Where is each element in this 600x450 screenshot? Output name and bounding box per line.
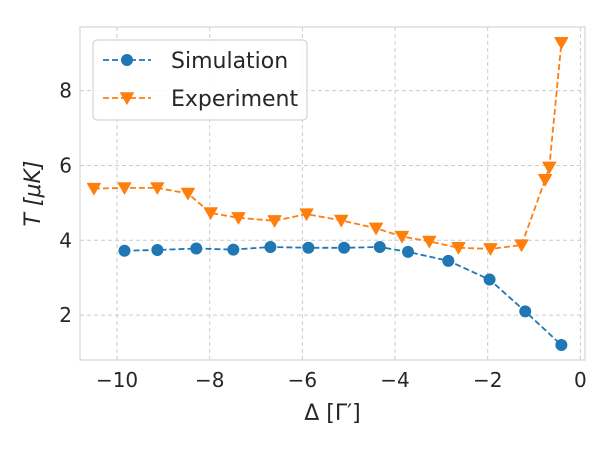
y-tick-label: 8 <box>59 79 72 103</box>
data-point-experiment <box>86 182 101 196</box>
legend-entry-experiment: Experiment <box>103 87 298 112</box>
x-tick-label: −2 <box>473 368 502 392</box>
x-tick-label: −6 <box>288 368 317 392</box>
x-axis-label: Δ [Γ′] <box>304 401 360 426</box>
data-point-experiment <box>267 215 282 228</box>
tick-labels: −10 −8 −6 −4 −2 0 2 4 6 8 <box>59 79 586 392</box>
data-point-experiment <box>150 182 165 195</box>
data-point-simulation <box>338 241 351 254</box>
y-axis-label: T [μK] <box>21 160 46 226</box>
data-point-simulation <box>190 242 203 255</box>
data-point-experiment <box>514 239 529 252</box>
series-line-experiment <box>93 42 563 250</box>
y-tick-label: 6 <box>59 153 72 177</box>
series-experiment <box>86 37 569 256</box>
plot-area <box>79 26 586 361</box>
data-point-experiment <box>117 182 132 195</box>
data-point-simulation <box>373 241 386 254</box>
x-tick-label: −10 <box>96 368 138 392</box>
x-tick-label: −8 <box>195 368 224 392</box>
data-point-simulation <box>118 244 131 257</box>
data-point-experiment <box>203 207 218 220</box>
legend-label: Experiment <box>171 87 298 112</box>
data-point-experiment <box>542 161 557 174</box>
data-point-experiment <box>299 208 314 221</box>
data-point-experiment <box>369 222 384 235</box>
data-point-experiment <box>422 235 437 249</box>
data-point-experiment <box>334 214 349 228</box>
data-point-simulation <box>402 245 415 258</box>
data-point-simulation <box>151 243 164 256</box>
data-point-experiment <box>231 212 246 225</box>
legend-marker <box>120 92 134 105</box>
data-point-experiment <box>554 37 569 50</box>
data-point-experiment <box>180 187 195 201</box>
data-point-simulation <box>302 241 315 254</box>
data-point-simulation <box>519 305 532 318</box>
y-tick-label: 2 <box>59 303 72 327</box>
data-point-simulation <box>442 254 455 267</box>
data-point-experiment <box>483 243 498 256</box>
x-tick-label: 0 <box>574 368 587 392</box>
data-point-experiment <box>538 173 553 187</box>
legend-marker <box>121 54 133 66</box>
x-tick-label: −4 <box>380 368 409 392</box>
legend-label: Simulation <box>171 49 288 74</box>
data-point-experiment <box>394 230 409 244</box>
data-point-experiment <box>451 242 466 255</box>
data-point-simulation <box>483 273 496 286</box>
series-simulation <box>118 241 568 352</box>
data-point-simulation <box>555 339 568 352</box>
legend-entries: Simulation Experiment <box>103 49 298 112</box>
data-point-simulation <box>264 241 277 254</box>
y-tick-label: 4 <box>59 228 72 252</box>
legend-entry-simulation: Simulation <box>103 49 288 74</box>
legend: Simulation Experiment <box>92 39 308 121</box>
legend-box <box>92 39 308 121</box>
series-layer <box>86 37 569 352</box>
data-point-simulation <box>227 243 240 256</box>
